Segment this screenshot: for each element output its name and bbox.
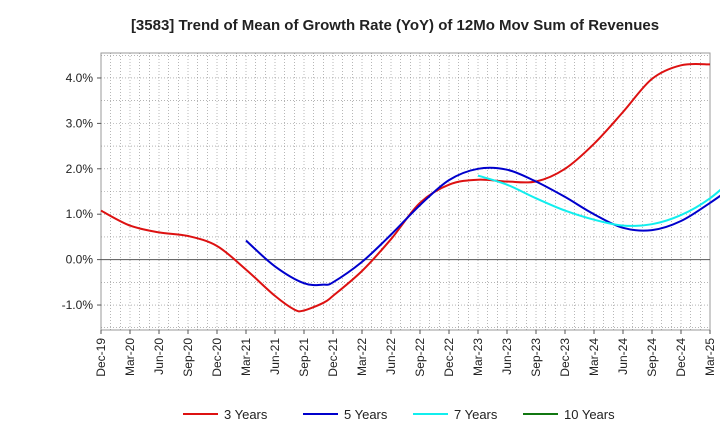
series-line-7-years	[477, 174, 720, 227]
legend-label: 7 Years	[454, 407, 498, 422]
x-tick-label: Sep-21	[297, 338, 311, 377]
x-tick-label: Jun-23	[500, 338, 514, 375]
x-tick-label: Sep-23	[529, 338, 543, 377]
x-tick-label: Dec-23	[558, 338, 572, 377]
y-tick-label: 2.0%	[66, 162, 94, 176]
x-tick-label: Jun-20	[152, 338, 166, 375]
x-tick-label: Dec-20	[210, 338, 224, 377]
x-tick-label: Jun-21	[268, 338, 282, 375]
y-tick-label: 0.0%	[66, 253, 94, 267]
y-tick-label: 4.0%	[66, 71, 94, 85]
x-tick-label: Mar-20	[123, 338, 137, 376]
x-tick-label: Mar-25	[703, 338, 717, 376]
x-tick-label: Mar-21	[239, 338, 253, 376]
gridlines	[101, 53, 710, 330]
x-tick-label: Mar-22	[355, 338, 369, 376]
series-line-3-years	[100, 62, 711, 313]
series-line-5-years	[245, 166, 720, 287]
y-tick-label: -1.0%	[62, 298, 94, 312]
chart-title: [3583] Trend of Mean of Growth Rate (YoY…	[131, 17, 659, 34]
plot-area	[100, 52, 711, 331]
x-tick-label: Sep-20	[181, 338, 195, 377]
x-tick-label: Dec-22	[442, 338, 456, 377]
series-layer	[100, 62, 720, 313]
x-tick-label: Mar-24	[587, 338, 601, 376]
x-tick-label: Dec-21	[326, 338, 340, 377]
x-tick-label: Jun-22	[384, 338, 398, 375]
x-tick-label: Jun-24	[616, 338, 630, 375]
x-tick-label: Sep-24	[645, 338, 659, 377]
legend-label: 5 Years	[344, 407, 388, 422]
y-axis-ticks: 4.0% 3.0% 2.0% 1.0% 0.0% -1.0%	[62, 71, 101, 312]
x-tick-label: Sep-22	[413, 338, 427, 377]
legend: 3 Years 5 Years 7 Years 10 Years	[183, 407, 615, 422]
x-tick-label: Mar-23	[471, 338, 485, 376]
x-axis-ticks: Dec-19 Mar-20 Jun-20 Sep-20 Dec-20 Mar-21 Jun-…	[94, 330, 717, 377]
x-tick-label: Dec-19	[94, 338, 108, 377]
legend-label: 3 Years	[224, 407, 268, 422]
legend-label: 10 Years	[564, 407, 615, 422]
x-tick-label: Dec-24	[674, 338, 688, 377]
y-tick-label: 3.0%	[66, 116, 94, 130]
y-tick-label: 1.0%	[66, 207, 94, 221]
